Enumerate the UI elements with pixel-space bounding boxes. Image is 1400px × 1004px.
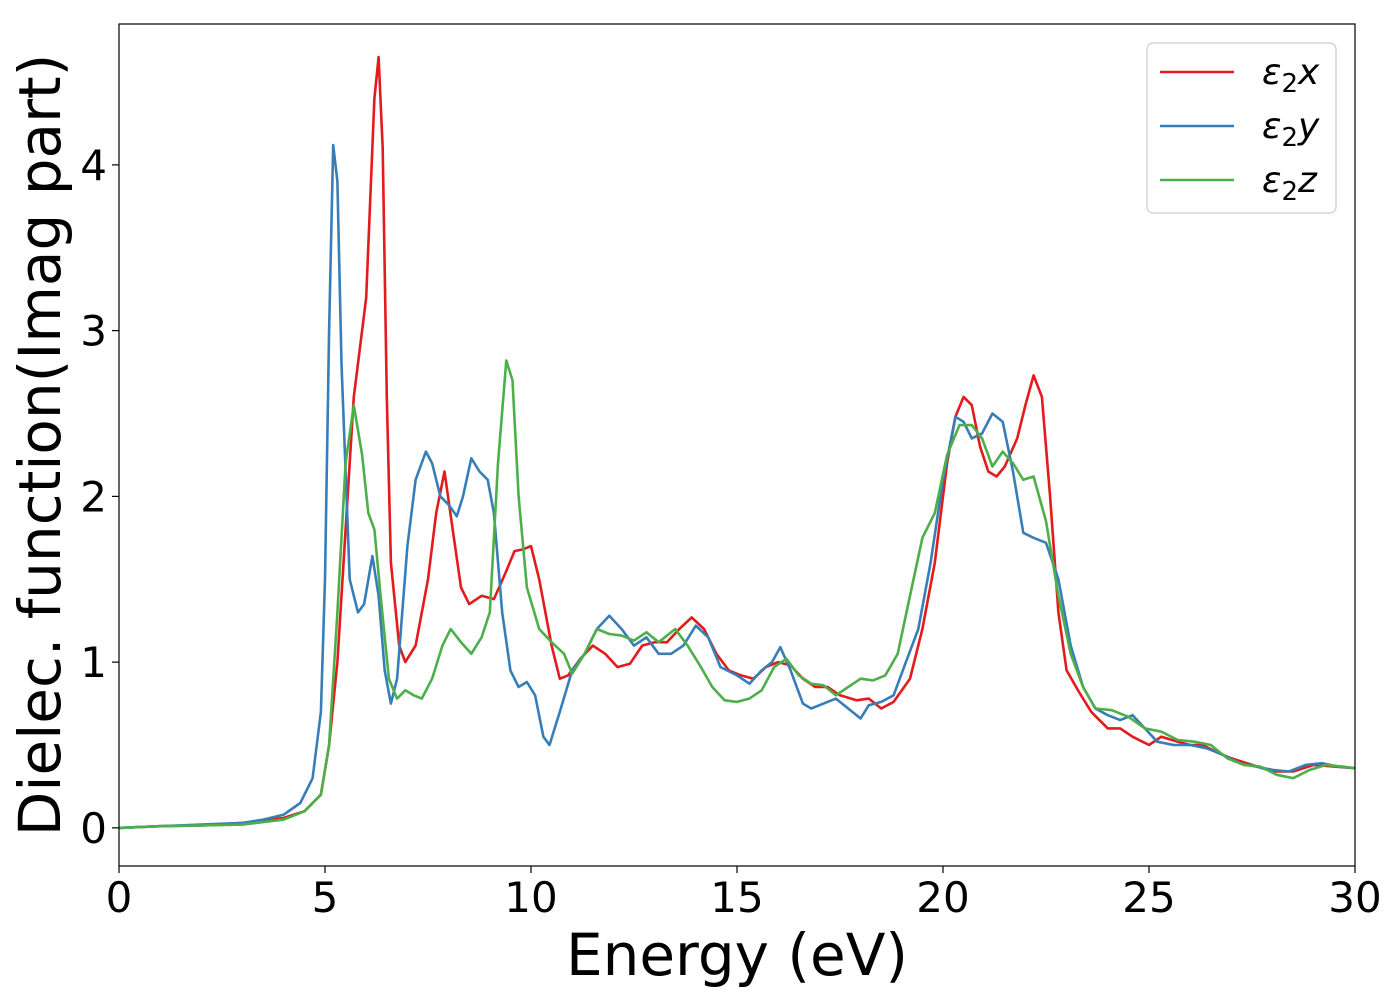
series-line-z [118,359,1356,830]
legend-label-y: ε2y [1262,106,1320,153]
x-tick-label: 20 [916,873,969,922]
y-tick-label: 1 [80,638,107,687]
series-line-y [118,143,1356,830]
y-tick-label: 0 [80,804,107,853]
x-axis-title: Energy (eV) [566,921,908,989]
x-tick-label: 5 [312,873,339,922]
legend-label-z: ε2z [1262,160,1318,207]
ticks-layer: 0 5 10 15 20 25 30 0 1 2 3 4 [80,141,1381,922]
x-tick-label: 10 [504,873,557,922]
x-tick-label: 30 [1328,873,1381,922]
series-layer [118,55,1356,830]
legend-box [1146,42,1337,214]
x-tick-label: 0 [106,873,133,922]
y-axis-title: Dielec. function(Imag part) [6,54,74,837]
series-line-x [118,55,1356,830]
y-tick-label: 4 [80,141,107,190]
legend: ε2x ε2y ε2z [1146,42,1337,214]
x-tick-label: 25 [1122,873,1175,922]
y-tick-label: 2 [80,472,107,521]
x-tick-label: 15 [710,873,763,922]
legend-label-x: ε2x [1262,52,1320,99]
y-tick-label: 3 [80,307,107,356]
